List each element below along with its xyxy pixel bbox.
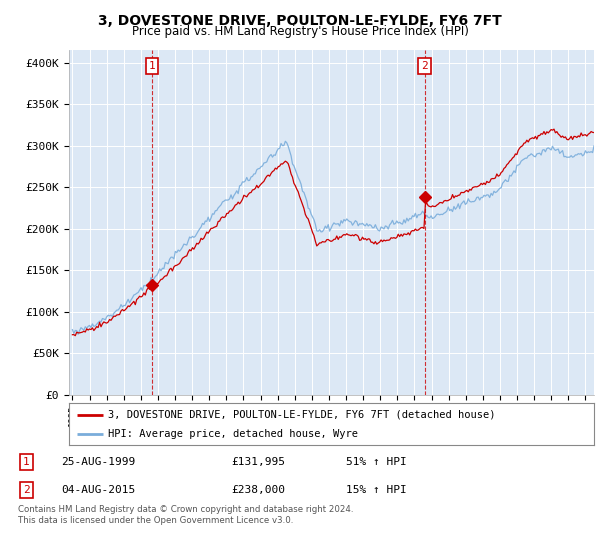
Text: Price paid vs. HM Land Registry's House Price Index (HPI): Price paid vs. HM Land Registry's House …: [131, 25, 469, 38]
Text: HPI: Average price, detached house, Wyre: HPI: Average price, detached house, Wyre: [109, 429, 358, 439]
Text: 15% ↑ HPI: 15% ↑ HPI: [346, 485, 407, 495]
Text: Contains HM Land Registry data © Crown copyright and database right 2024.
This d: Contains HM Land Registry data © Crown c…: [18, 505, 353, 525]
Text: 2: 2: [421, 61, 428, 71]
Text: £131,995: £131,995: [231, 457, 285, 467]
Text: 1: 1: [149, 61, 155, 71]
Text: 3, DOVESTONE DRIVE, POULTON-LE-FYLDE, FY6 7FT: 3, DOVESTONE DRIVE, POULTON-LE-FYLDE, FY…: [98, 14, 502, 28]
Text: 3, DOVESTONE DRIVE, POULTON-LE-FYLDE, FY6 7FT (detached house): 3, DOVESTONE DRIVE, POULTON-LE-FYLDE, FY…: [109, 409, 496, 419]
Text: 51% ↑ HPI: 51% ↑ HPI: [346, 457, 407, 467]
Text: 1: 1: [23, 457, 30, 467]
Text: 2: 2: [23, 485, 30, 495]
Text: 04-AUG-2015: 04-AUG-2015: [61, 485, 135, 495]
Text: 25-AUG-1999: 25-AUG-1999: [61, 457, 135, 467]
Text: £238,000: £238,000: [231, 485, 285, 495]
